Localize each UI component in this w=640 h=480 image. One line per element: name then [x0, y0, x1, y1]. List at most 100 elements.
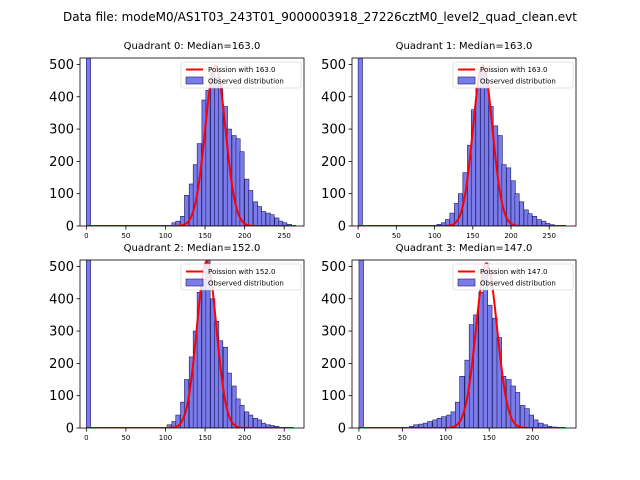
quadrant-1-xtick-label: 200 — [504, 232, 517, 240]
quadrant-2-xtick-label: 200 — [238, 434, 251, 442]
quadrant-1-legend-poisson-label: Poission with 163.0 — [480, 66, 548, 74]
quadrant-1-ytick-label: 0 — [338, 220, 346, 235]
quadrant-0-histogram-bar — [86, 58, 91, 226]
quadrant-2-histogram-bar — [86, 260, 91, 428]
quadrant-3-xtick-label: 0 — [357, 434, 361, 442]
quadrant-3-histogram-bar — [482, 266, 489, 428]
quadrant-2-plot-area — [86, 260, 294, 428]
quadrant-1-legend-observed-label: Observed distribution — [480, 78, 556, 86]
quadrant-1-legend-box — [452, 61, 574, 89]
quadrant-0-ytick-label: 200 — [49, 155, 74, 170]
quadrant-3-xtick-label: 100 — [439, 434, 452, 442]
quadrant-0-legend-observed-label: Observed distribution — [208, 78, 284, 86]
quadrant-3-xtick-label: 150 — [482, 434, 495, 442]
quadrant-1-xtick-label: 150 — [466, 232, 479, 240]
quadrant-0-ytick-label: 500 — [49, 58, 74, 73]
quadrant-2-legend-observed-label: Observed distribution — [208, 280, 284, 288]
quadrant-1-legend-bar-swatch — [457, 76, 476, 85]
quadrant-1-histogram-bar — [514, 193, 520, 226]
quadrant-0-panel: 0 100 200 300 400 500 0 50 100 150 200 250 Quadrant … — [49, 41, 305, 240]
quadrant-3-ytick-label: 100 — [321, 389, 346, 404]
quadrant-2-histogram-bar — [201, 279, 207, 428]
quadrant-0-ytick-label: 400 — [49, 90, 74, 105]
quadrant-2-histogram-bar — [175, 414, 181, 428]
quadrant-2-histogram-bar — [235, 398, 241, 428]
quadrant-2-histogram-bar — [248, 414, 254, 428]
quadrant-2-xtick-label: 50 — [121, 434, 130, 442]
quadrant-0-axes-frame — [79, 57, 305, 227]
quadrant-0-xtick-label: 200 — [238, 232, 251, 240]
quadrant-0-xtick-label: 50 — [121, 232, 130, 240]
quadrant-3-panel: 0 100 200 300 400 500 0 50 100 150 200 Quadrant 3: … — [321, 243, 577, 442]
quadrant-0-histogram-bar — [253, 201, 258, 226]
quadrant-0-histogram-bar — [231, 135, 237, 226]
quadrant-3-ytick-label: 0 — [338, 422, 346, 437]
quadrant-2-histogram-bar — [257, 419, 262, 428]
quadrant-0-xtick-label: 100 — [159, 232, 172, 240]
quadrant-2-histogram-bar — [253, 418, 258, 428]
quadrant-0-xtick-label: 0 — [84, 232, 88, 240]
quadrant-3-histogram-bar — [441, 416, 447, 428]
quadrant-2-title: Quadrant 2: Median=152.0 — [124, 243, 261, 254]
quadrant-3-legend-box — [452, 263, 574, 291]
quadrant-2-ytick-label: 500 — [49, 260, 74, 275]
quadrant-0-histogram-bar — [210, 70, 216, 226]
quadrant-3-histogram-bar — [492, 317, 498, 428]
quadrant-3-histogram-bar — [478, 292, 484, 428]
quadrant-0-ytick-label: 300 — [49, 123, 74, 138]
quadrant-2-ytick-label: 100 — [49, 389, 74, 404]
quadrant-0-histogram-bar — [269, 214, 275, 226]
quadrant-3-ytick-label: 300 — [321, 325, 346, 340]
quadrant-2-histogram-bar — [244, 411, 250, 428]
quadrant-2-ytick-label: 300 — [49, 325, 74, 340]
quadrant-3-histogram-bar — [432, 419, 438, 428]
quadrant-1-panel: 0 100 200 300 400 500 0 50 100 150 200 250 Quadrant … — [321, 41, 577, 240]
quadrant-1-histogram-bar — [532, 216, 538, 226]
quadrant-1-xtick-label: 50 — [392, 232, 401, 240]
quadrant-2-axes-frame — [79, 259, 305, 429]
quadrant-2-ytick-label: 400 — [49, 292, 74, 307]
quadrant-1-plot-area — [357, 58, 567, 226]
quadrant-3-histogram-bar — [436, 418, 442, 428]
quadrant-2-legend-poisson-label: Poission with 152.0 — [208, 268, 276, 276]
quadrant-3-xtick-label: 200 — [526, 434, 539, 442]
quadrant-1-ytick-label: 200 — [321, 155, 346, 170]
quadrant-3-histogram-bar — [487, 304, 493, 428]
quadrant-0-histogram-bar — [205, 90, 211, 226]
quadrant-0-xtick-label: 250 — [278, 232, 291, 240]
quadrant-3-ytick-label: 400 — [321, 292, 346, 307]
quadrant-3-histogram-bar — [524, 408, 530, 428]
quadrant-0-histogram-bar — [265, 212, 271, 226]
quadrant-1-xtick-label: 250 — [543, 232, 556, 240]
quadrant-3-ytick-label: 500 — [321, 260, 346, 275]
quadrant-3-legend-observed-label: Observed distribution — [480, 280, 556, 288]
quadrant-2-xtick-label: 100 — [159, 434, 172, 442]
quadrant-2-xtick-label: 150 — [198, 434, 211, 442]
quadrant-2-histogram-bar — [226, 372, 232, 428]
quadrant-1-ytick-label: 500 — [321, 58, 346, 73]
quadrant-3-title: Quadrant 3: Median=147.0 — [396, 243, 533, 254]
quadrant-0-histogram-bar — [260, 211, 266, 226]
quadrant-3-xtick-label: 50 — [398, 434, 407, 442]
quadrant-2-histogram-bar — [210, 298, 216, 428]
quadrant-2-panel: 0 100 200 300 400 500 0 50 100 150 200 250 Quadrant … — [49, 243, 305, 442]
quadrant-1-histogram-bar — [483, 80, 489, 226]
quadrant-0-legend-bar-swatch — [185, 76, 204, 85]
quadrant-0-legend-box — [180, 61, 302, 89]
quadrant-2-ytick-label: 0 — [66, 422, 74, 437]
quadrant-0-histogram-bar — [257, 206, 262, 226]
quadrant-1-axes-frame — [351, 57, 577, 227]
quadrant-1-histogram-bar — [475, 86, 481, 226]
quadrant-0-histogram-bar — [214, 77, 220, 226]
quadrant-1-histogram-bar — [519, 201, 525, 226]
quadrant-3-histogram-bar — [533, 419, 539, 428]
quadrant-1-ytick-label: 300 — [321, 123, 346, 138]
quadrant-3-axes-frame — [351, 259, 577, 429]
quadrant-1-xtick-label: 0 — [356, 232, 360, 240]
quadrant-1-ytick-label: 100 — [321, 187, 346, 202]
quadrant-3-histogram-bar — [358, 260, 364, 428]
quadrant-2-xtick-label: 250 — [278, 434, 291, 442]
quadrant-1-histogram-bar — [527, 213, 533, 226]
quadrant-1-title: Quadrant 1: Median=163.0 — [396, 41, 533, 52]
